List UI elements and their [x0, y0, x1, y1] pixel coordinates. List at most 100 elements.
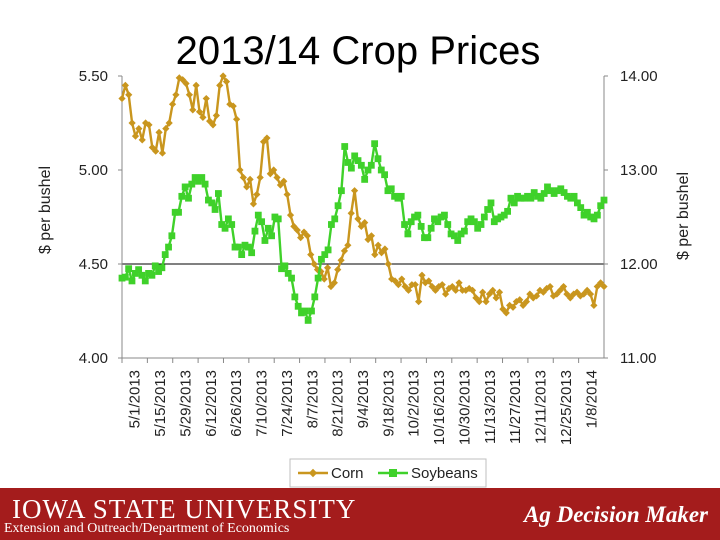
corn-point: [452, 286, 460, 294]
corn-point: [280, 177, 288, 185]
corn-point: [411, 281, 419, 289]
soybeans-point: [387, 185, 395, 193]
soybeans-point: [138, 271, 146, 279]
corn-point: [522, 298, 531, 306]
soybeans-point: [175, 208, 182, 216]
soybeans-point: [341, 143, 349, 150]
soybeans-point: [301, 307, 309, 315]
x-tick-label: 10/30/2013: [456, 370, 473, 445]
soybeans-point: [570, 192, 578, 200]
corn-point: [141, 119, 150, 127]
corn-point: [516, 296, 524, 304]
soybeans-point: [417, 223, 425, 230]
corn-point: [455, 279, 463, 287]
corn-point: [229, 102, 237, 110]
corn-point: [313, 266, 322, 274]
corn-point: [249, 200, 258, 208]
corn-point: [512, 298, 520, 306]
corn-point: [597, 279, 605, 287]
soybeans-point: [224, 215, 232, 223]
soybeans-point: [195, 177, 202, 185]
soybeans-point: [530, 189, 538, 196]
corn-point: [361, 219, 369, 227]
corn-point: [570, 290, 578, 298]
corn-point: [259, 138, 268, 146]
soybeans-point: [281, 262, 289, 270]
corn-point: [354, 215, 362, 223]
corn-point: [219, 72, 227, 80]
soybeans-point: [328, 221, 335, 228]
corn-point: [168, 100, 177, 108]
soybeans-point: [351, 152, 359, 160]
corn-point: [131, 132, 140, 140]
soybeans-point: [121, 273, 129, 281]
corn-point: [418, 271, 426, 279]
corn-point: [239, 173, 247, 182]
soybeans-point: [504, 207, 511, 215]
legend: Corn Soybeans: [289, 458, 487, 488]
soybeans-point: [401, 221, 408, 228]
corn-point: [334, 266, 342, 274]
x-tick-label: 9/4/2013: [355, 370, 372, 428]
corn-point: [307, 251, 315, 259]
soybeans-point: [480, 213, 488, 221]
corn-point: [330, 279, 338, 287]
soybeans-point: [364, 166, 372, 174]
soybeans-point: [397, 192, 405, 200]
soybeans-point: [507, 194, 515, 202]
corn-point: [529, 294, 537, 302]
corn-point: [162, 125, 170, 133]
corn-point: [145, 121, 153, 129]
x-tick-label: 12/11/2013: [533, 370, 550, 444]
x-tick-label: 7/24/2013: [279, 370, 296, 437]
y-left-tick-label: 5.00: [79, 162, 108, 179]
corn-point: [337, 256, 345, 264]
corn-point: [243, 183, 251, 191]
chart-title: 2013/14 Crop Prices: [176, 29, 541, 73]
soybeans-point: [577, 204, 585, 211]
soybeans-point: [331, 215, 339, 223]
y-axis-right-label: $ per bushel: [675, 172, 692, 260]
corn-point: [135, 125, 143, 133]
corn-point: [182, 79, 190, 88]
soybeans-point: [487, 199, 495, 207]
soybeans-point: [208, 199, 216, 207]
corn-point: [543, 284, 551, 293]
soybeans-point: [474, 224, 482, 232]
corn-point: [138, 136, 146, 144]
corn-point: [310, 260, 318, 268]
corn-point: [199, 113, 207, 121]
soybeans-point: [357, 161, 365, 169]
corn-point: [468, 286, 477, 294]
corn-point: [270, 166, 278, 174]
corn-point: [425, 277, 433, 285]
legend-corn-marker: [308, 468, 318, 478]
footer-banner: IOWA STATE UNIVERSITY Extension and Outr…: [0, 488, 720, 540]
corn-point: [371, 251, 379, 259]
soybeans-point: [434, 218, 442, 226]
price-chart: 2013/14 Crop Prices $ per bushel $ per b…: [37, 29, 692, 488]
corn-point: [297, 234, 305, 242]
soybeans-point: [141, 277, 149, 285]
soybeans-point: [344, 159, 352, 166]
soybeans-point: [407, 218, 415, 226]
y-left-tick-label: 5.50: [79, 68, 108, 85]
soybeans-point: [128, 277, 136, 285]
series-layer: [118, 72, 608, 324]
soybeans-point: [234, 243, 242, 251]
x-tick-label: 5/1/2013: [127, 370, 144, 428]
brand-text: Ag Decision Maker: [524, 502, 708, 527]
soybeans-point: [188, 180, 196, 188]
x-tick-label: 6/12/2013: [203, 370, 220, 437]
corn-point: [273, 173, 281, 182]
corn-point: [532, 292, 541, 300]
corn-point: [165, 119, 173, 127]
corn-point: [286, 211, 295, 219]
soybeans-point: [228, 221, 236, 228]
y-right-tick-label: 13.00: [620, 162, 658, 179]
corn-point: [121, 81, 129, 89]
y-right-tick-label: 14.00: [620, 68, 658, 85]
soybeans-point: [308, 307, 315, 315]
corn-point: [118, 94, 126, 103]
corn-point: [195, 108, 204, 116]
